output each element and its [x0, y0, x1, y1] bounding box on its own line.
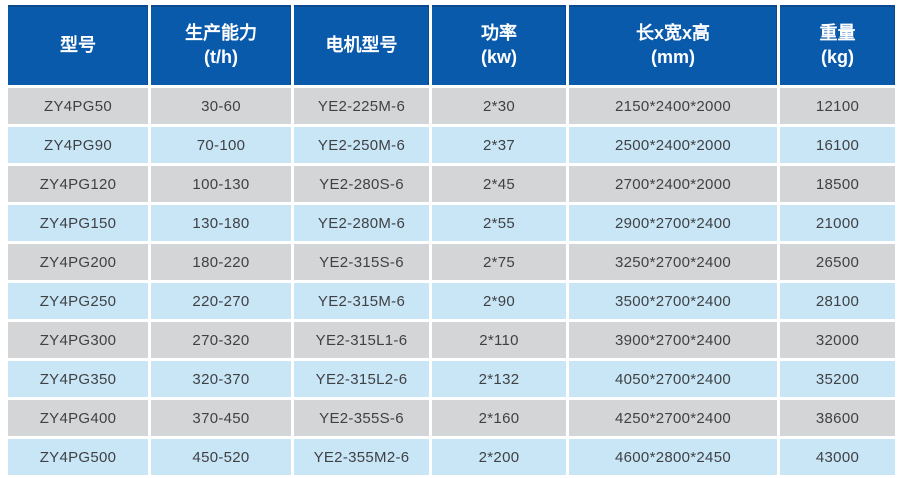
cell-power: 2*110 [432, 322, 566, 358]
cell-size: 2700*2400*2000 [569, 166, 777, 202]
cell-size: 2500*2400*2000 [569, 127, 777, 163]
cell-weight: 43000 [780, 439, 895, 475]
cell-model: ZY4PG250 [8, 283, 148, 319]
cell-motor: YE2-315M-6 [294, 283, 429, 319]
cell-model: ZY4PG200 [8, 244, 148, 280]
cell-motor: YE2-315L1-6 [294, 322, 429, 358]
header-cell-capacity: 生产能力 (t/h) [151, 5, 291, 85]
cell-capacity: 270-320 [151, 322, 291, 358]
cell-weight: 38600 [780, 400, 895, 436]
cell-capacity: 450-520 [151, 439, 291, 475]
header-cell-size: 长x宽x高 (mm) [569, 5, 777, 85]
table-row: ZY4PG90 70-100 YE2-250M-6 2*37 2500*2400*200… [8, 127, 895, 163]
table-row: ZY4PG120 100-130 YE2-280S-6 2*45 2700*2400*2… [8, 166, 895, 202]
table-row: ZY4PG350 320-370 YE2-315L2-6 2*132 4050*2700… [8, 361, 895, 397]
cell-motor: YE2-315L2-6 [294, 361, 429, 397]
cell-model: ZY4PG500 [8, 439, 148, 475]
cell-model: ZY4PG350 [8, 361, 148, 397]
cell-power: 2*90 [432, 283, 566, 319]
cell-capacity: 370-450 [151, 400, 291, 436]
table-row: ZY4PG400 370-450 YE2-355S-6 2*160 4250*2700*… [8, 400, 895, 436]
cell-power: 2*45 [432, 166, 566, 202]
table-row: ZY4PG50 30-60 YE2-225M-6 2*30 2150*2400*2000… [8, 88, 895, 124]
cell-size: 3500*2700*2400 [569, 283, 777, 319]
header-row: 型号 生产能力 (t/h) 电机型号 功率 (kw) 长x宽x高 (mm) 重量… [8, 5, 895, 85]
table-row: ZY4PG200 180-220 YE2-315S-6 2*75 3250*2700*2… [8, 244, 895, 280]
table-row: ZY4PG500 450-520 YE2-355M2-6 2*200 4600*2800… [8, 439, 895, 475]
cell-size: 3250*2700*2400 [569, 244, 777, 280]
cell-capacity: 220-270 [151, 283, 291, 319]
table-row: ZY4PG300 270-320 YE2-315L1-6 2*110 3900*2700… [8, 322, 895, 358]
cell-capacity: 30-60 [151, 88, 291, 124]
cell-motor: YE2-225M-6 [294, 88, 429, 124]
header-cell-weight: 重量 (kg) [780, 5, 895, 85]
header-cell-power: 功率 (kw) [432, 5, 566, 85]
cell-motor: YE2-280S-6 [294, 166, 429, 202]
cell-weight: 16100 [780, 127, 895, 163]
cell-model: ZY4PG300 [8, 322, 148, 358]
cell-capacity: 70-100 [151, 127, 291, 163]
cell-power: 2*55 [432, 205, 566, 241]
cell-model: ZY4PG90 [8, 127, 148, 163]
cell-size: 4050*2700*2400 [569, 361, 777, 397]
cell-power: 2*75 [432, 244, 566, 280]
cell-weight: 28100 [780, 283, 895, 319]
cell-weight: 18500 [780, 166, 895, 202]
cell-capacity: 180-220 [151, 244, 291, 280]
table-row: ZY4PG150 130-180 YE2-280M-6 2*55 2900*2700*2… [8, 205, 895, 241]
cell-motor: YE2-250M-6 [294, 127, 429, 163]
cell-size: 3900*2700*2400 [569, 322, 777, 358]
cell-weight: 26500 [780, 244, 895, 280]
cell-capacity: 130-180 [151, 205, 291, 241]
cell-motor: YE2-280M-6 [294, 205, 429, 241]
table-header: 型号 生产能力 (t/h) 电机型号 功率 (kw) 长x宽x高 (mm) 重量… [8, 5, 895, 85]
cell-model: ZY4PG50 [8, 88, 148, 124]
cell-weight: 21000 [780, 205, 895, 241]
cell-power: 2*37 [432, 127, 566, 163]
cell-power: 2*30 [432, 88, 566, 124]
cell-weight: 32000 [780, 322, 895, 358]
header-cell-model: 型号 [8, 5, 148, 85]
cell-motor: YE2-315S-6 [294, 244, 429, 280]
cell-power: 2*160 [432, 400, 566, 436]
cell-model: ZY4PG150 [8, 205, 148, 241]
cell-capacity: 100-130 [151, 166, 291, 202]
cell-motor: YE2-355M2-6 [294, 439, 429, 475]
cell-model: ZY4PG400 [8, 400, 148, 436]
cell-motor: YE2-355S-6 [294, 400, 429, 436]
table-body: ZY4PG50 30-60 YE2-225M-6 2*30 2150*2400*2000… [8, 88, 895, 475]
cell-model: ZY4PG120 [8, 166, 148, 202]
cell-weight: 12100 [780, 88, 895, 124]
cell-size: 2150*2400*2000 [569, 88, 777, 124]
header-cell-motor: 电机型号 [294, 5, 429, 85]
cell-weight: 35200 [780, 361, 895, 397]
cell-capacity: 320-370 [151, 361, 291, 397]
product-spec-table: 型号 生产能力 (t/h) 电机型号 功率 (kw) 长x宽x高 (mm) 重量… [5, 2, 898, 478]
cell-size: 4250*2700*2400 [569, 400, 777, 436]
cell-power: 2*200 [432, 439, 566, 475]
cell-power: 2*132 [432, 361, 566, 397]
cell-size: 4600*2800*2450 [569, 439, 777, 475]
cell-size: 2900*2700*2400 [569, 205, 777, 241]
table-row: ZY4PG250 220-270 YE2-315M-6 2*90 3500*2700*2… [8, 283, 895, 319]
